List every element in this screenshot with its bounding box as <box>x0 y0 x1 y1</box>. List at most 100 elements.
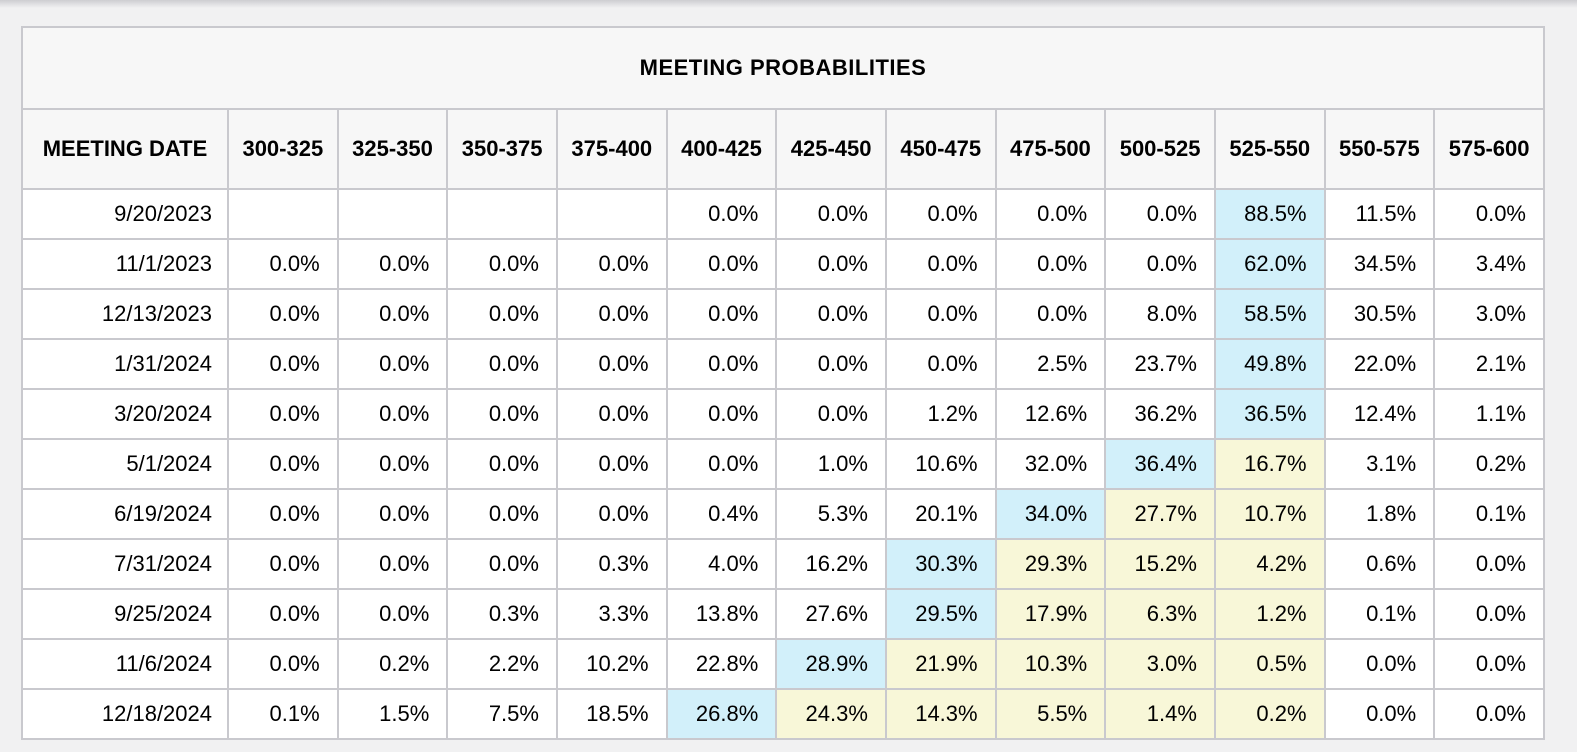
meeting-date-cell: 9/25/2024 <box>21 588 229 640</box>
probability-cell: 8.0% <box>1104 288 1216 340</box>
probability-cell: 0.0% <box>227 238 339 290</box>
probability-cell: 0.0% <box>227 538 339 590</box>
table-row: 5/1/2024 0.0% 0.0% 0.0% 0.0% 0.0% 1.0% 10.6% 32.… <box>21 438 1545 490</box>
probability-cell: 0.0% <box>665 388 778 440</box>
probability-cell: 0.0% <box>336 238 449 290</box>
probability-cell: 0.0% <box>555 488 668 540</box>
probability-cell: 17.9% <box>994 588 1107 640</box>
probability-cell: 0.0% <box>775 238 887 290</box>
probability-cell: 27.6% <box>775 588 887 640</box>
table-title: MEETING PROBABILITIES <box>21 26 1545 110</box>
probability-cell: 0.0% <box>227 488 339 540</box>
probability-cell: 0.0% <box>775 288 887 340</box>
meeting-date-cell: 11/1/2023 <box>21 238 229 290</box>
probability-cell: 0.0% <box>555 238 668 290</box>
table-row: 9/25/2024 0.0% 0.0% 0.3% 3.3% 13.8% 27.6% 29.5%… <box>21 588 1545 640</box>
column-header-rate-range: 350-375 <box>446 108 558 190</box>
probability-cell: 22.8% <box>665 638 778 690</box>
column-header-rate-range: 500-525 <box>1104 108 1216 190</box>
table-caption-row: MEETING PROBABILITIES <box>21 26 1545 110</box>
column-header-rate-range: 575-600 <box>1433 108 1545 190</box>
probability-cell: 26.8% <box>665 688 778 740</box>
probability-cell: 30.5% <box>1323 288 1436 340</box>
probability-cell: 5.5% <box>994 688 1107 740</box>
probability-cell: 0.0% <box>227 588 339 640</box>
probability-cell: 0.0% <box>665 188 778 240</box>
probability-cell: 1.2% <box>1213 588 1326 640</box>
meeting-date-cell: 12/13/2023 <box>21 288 229 340</box>
probability-cell: 0.0% <box>446 388 558 440</box>
probability-cell: 0.0% <box>1323 638 1436 690</box>
probability-cell: 34.0% <box>994 488 1107 540</box>
probability-cell: 88.5% <box>1213 188 1326 240</box>
meeting-date-cell: 6/19/2024 <box>21 488 229 540</box>
column-header-rate-range: 550-575 <box>1323 108 1436 190</box>
probability-cell: 0.0% <box>884 188 997 240</box>
probability-cell: 0.0% <box>446 288 558 340</box>
probability-cell: 0.1% <box>1323 588 1436 640</box>
probability-cell: 20.1% <box>884 488 997 540</box>
probability-cell: 0.0% <box>1323 688 1436 740</box>
probability-cell: 30.3% <box>884 538 997 590</box>
probability-cell: 1.2% <box>884 388 997 440</box>
probability-cell: 28.9% <box>775 638 887 690</box>
probability-cell: 3.4% <box>1433 238 1545 290</box>
probability-cell: 0.0% <box>336 438 449 490</box>
probability-cell: 0.0% <box>446 438 558 490</box>
probability-cell: 0.0% <box>665 238 778 290</box>
probability-cell: 0.0% <box>1104 238 1216 290</box>
probability-cell: 14.3% <box>884 688 997 740</box>
probability-cell: 3.3% <box>555 588 668 640</box>
probability-cell: 0.0% <box>446 488 558 540</box>
probability-cell: 5.3% <box>775 488 887 540</box>
probability-cell: 12.6% <box>994 388 1107 440</box>
probability-cell: 0.0% <box>1433 588 1545 640</box>
probability-cell: 0.3% <box>446 588 558 640</box>
column-header-rate-range: 450-475 <box>884 108 997 190</box>
probability-cell: 0.0% <box>775 338 887 390</box>
probability-cell <box>555 188 668 240</box>
probability-cell: 2.5% <box>994 338 1107 390</box>
probability-cell: 1.0% <box>775 438 887 490</box>
probability-cell: 0.0% <box>665 438 778 490</box>
probability-cell: 0.0% <box>446 538 558 590</box>
probability-cell: 0.0% <box>994 238 1107 290</box>
probability-cell: 0.0% <box>775 188 887 240</box>
probability-cell: 1.1% <box>1433 388 1545 440</box>
meeting-date-cell: 9/20/2023 <box>21 188 229 240</box>
probability-cell <box>227 188 339 240</box>
probability-cell: 24.3% <box>775 688 887 740</box>
table-row: 12/13/2023 0.0% 0.0% 0.0% 0.0% 0.0% 0.0% 0.0% 0.… <box>21 288 1545 340</box>
probability-cell: 0.0% <box>227 638 339 690</box>
probability-cell: 29.3% <box>994 538 1107 590</box>
probability-cell: 36.2% <box>1104 388 1216 440</box>
probability-cell: 0.2% <box>1213 688 1326 740</box>
probability-cell: 0.0% <box>884 338 997 390</box>
probability-cell: 3.0% <box>1104 638 1216 690</box>
probability-cell: 0.0% <box>227 338 339 390</box>
column-header-rate-range: 300-325 <box>227 108 339 190</box>
meeting-date-cell: 1/31/2024 <box>21 338 229 390</box>
probability-cell: 0.1% <box>1433 488 1545 540</box>
probability-cell: 0.0% <box>446 338 558 390</box>
probability-cell: 0.6% <box>1323 538 1436 590</box>
probability-cell: 0.5% <box>1213 638 1326 690</box>
probability-cell: 21.9% <box>884 638 997 690</box>
probability-cell: 0.0% <box>336 288 449 340</box>
probability-cell: 10.6% <box>884 438 997 490</box>
probability-cell: 36.5% <box>1213 388 1326 440</box>
probability-cell: 0.1% <box>227 688 339 740</box>
column-header-rate-range: 425-450 <box>775 108 887 190</box>
probability-cell: 0.0% <box>555 338 668 390</box>
probability-cell: 1.4% <box>1104 688 1216 740</box>
probability-cell: 0.0% <box>336 588 449 640</box>
table-row: 9/20/2023 0.0% 0.0% 0.0% 0.0% 0.0% 88.5% 11.5% 0… <box>21 188 1545 240</box>
probability-cell: 49.8% <box>1213 338 1326 390</box>
probability-cell: 0.0% <box>994 288 1107 340</box>
probability-cell: 0.0% <box>1433 538 1545 590</box>
table-row: 1/31/2024 0.0% 0.0% 0.0% 0.0% 0.0% 0.0% 0.0% 2.5… <box>21 338 1545 390</box>
probability-cell: 4.0% <box>665 538 778 590</box>
probability-cell: 0.0% <box>1433 638 1545 690</box>
column-header-meeting-date: MEETING DATE <box>21 108 229 190</box>
probability-cell: 0.0% <box>336 338 449 390</box>
